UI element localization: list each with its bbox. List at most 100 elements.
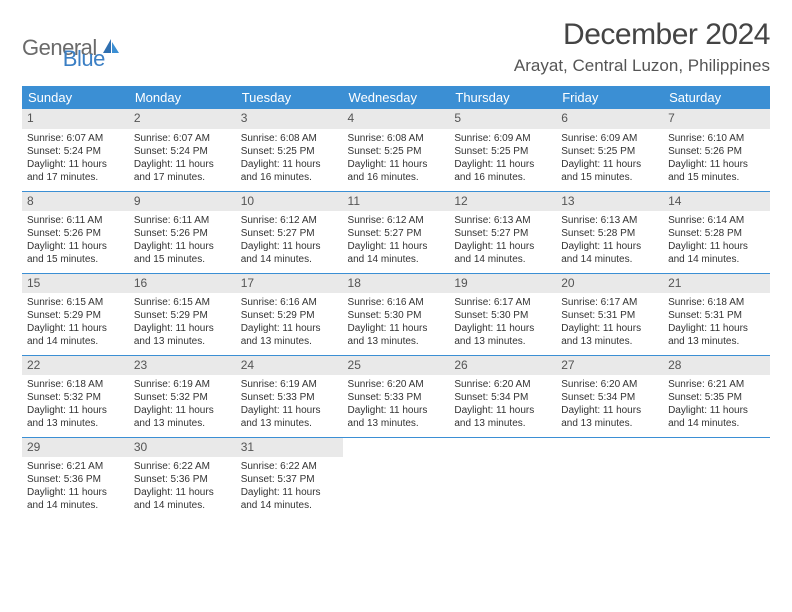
sunset-text: Sunset: 5:32 PM: [134, 391, 231, 404]
sunrise-text: Sunrise: 6:08 AM: [241, 132, 338, 145]
daylight-text: and 16 minutes.: [348, 171, 445, 184]
daylight-text: Daylight: 11 hours: [241, 240, 338, 253]
day-number: 24: [236, 356, 343, 376]
daylight-text: and 14 minutes.: [241, 253, 338, 266]
sunset-text: Sunset: 5:24 PM: [27, 145, 124, 158]
day-number: 11: [343, 192, 450, 212]
daylight-text: Daylight: 11 hours: [27, 158, 124, 171]
calendar-day-cell: [663, 437, 770, 519]
sunrise-text: Sunrise: 6:21 AM: [668, 378, 765, 391]
calendar-day-cell: 12Sunrise: 6:13 AMSunset: 5:27 PMDayligh…: [449, 191, 556, 273]
day-number: 29: [22, 438, 129, 458]
daylight-text: Daylight: 11 hours: [241, 404, 338, 417]
calendar-table: SundayMondayTuesdayWednesdayThursdayFrid…: [22, 86, 770, 519]
day-number: 27: [556, 356, 663, 376]
daylight-text: and 14 minutes.: [561, 253, 658, 266]
day-number: 31: [236, 438, 343, 458]
calendar-day-cell: 9Sunrise: 6:11 AMSunset: 5:26 PMDaylight…: [129, 191, 236, 273]
day-number: 26: [449, 356, 556, 376]
day-header: Saturday: [663, 86, 770, 109]
sunset-text: Sunset: 5:31 PM: [668, 309, 765, 322]
daylight-text: and 14 minutes.: [668, 417, 765, 430]
calendar-day-cell: 6Sunrise: 6:09 AMSunset: 5:25 PMDaylight…: [556, 109, 663, 191]
calendar-day-cell: 14Sunrise: 6:14 AMSunset: 5:28 PMDayligh…: [663, 191, 770, 273]
calendar-day-cell: 11Sunrise: 6:12 AMSunset: 5:27 PMDayligh…: [343, 191, 450, 273]
sunrise-text: Sunrise: 6:16 AM: [348, 296, 445, 309]
day-number: 4: [343, 109, 450, 129]
daylight-text: Daylight: 11 hours: [348, 322, 445, 335]
daylight-text: Daylight: 11 hours: [134, 486, 231, 499]
daylight-text: and 17 minutes.: [134, 171, 231, 184]
daylight-text: and 13 minutes.: [241, 417, 338, 430]
day-number: 16: [129, 274, 236, 294]
sunrise-text: Sunrise: 6:08 AM: [348, 132, 445, 145]
sunrise-text: Sunrise: 6:17 AM: [454, 296, 551, 309]
daylight-text: and 13 minutes.: [454, 335, 551, 348]
daylight-text: and 13 minutes.: [241, 335, 338, 348]
day-number: 1: [22, 109, 129, 129]
daylight-text: and 13 minutes.: [348, 335, 445, 348]
day-header: Monday: [129, 86, 236, 109]
day-number: 30: [129, 438, 236, 458]
daylight-text: and 14 minutes.: [668, 253, 765, 266]
sunrise-text: Sunrise: 6:15 AM: [27, 296, 124, 309]
sunset-text: Sunset: 5:30 PM: [348, 309, 445, 322]
sunrise-text: Sunrise: 6:10 AM: [668, 132, 765, 145]
sunrise-text: Sunrise: 6:12 AM: [348, 214, 445, 227]
day-header: Thursday: [449, 86, 556, 109]
day-number: 6: [556, 109, 663, 129]
sunrise-text: Sunrise: 6:07 AM: [134, 132, 231, 145]
daylight-text: Daylight: 11 hours: [134, 240, 231, 253]
daylight-text: Daylight: 11 hours: [561, 158, 658, 171]
sunrise-text: Sunrise: 6:19 AM: [134, 378, 231, 391]
sunrise-text: Sunrise: 6:09 AM: [454, 132, 551, 145]
daylight-text: and 15 minutes.: [134, 253, 231, 266]
daylight-text: Daylight: 11 hours: [134, 322, 231, 335]
day-number: 14: [663, 192, 770, 212]
sunrise-text: Sunrise: 6:18 AM: [27, 378, 124, 391]
calendar-day-cell: 1Sunrise: 6:07 AMSunset: 5:24 PMDaylight…: [22, 109, 129, 191]
daylight-text: Daylight: 11 hours: [668, 240, 765, 253]
calendar-day-cell: 17Sunrise: 6:16 AMSunset: 5:29 PMDayligh…: [236, 273, 343, 355]
daylight-text: Daylight: 11 hours: [241, 486, 338, 499]
calendar-day-cell: 28Sunrise: 6:21 AMSunset: 5:35 PMDayligh…: [663, 355, 770, 437]
day-number: 3: [236, 109, 343, 129]
sunrise-text: Sunrise: 6:15 AM: [134, 296, 231, 309]
calendar-day-cell: 27Sunrise: 6:20 AMSunset: 5:34 PMDayligh…: [556, 355, 663, 437]
daylight-text: and 14 minutes.: [454, 253, 551, 266]
day-number: 19: [449, 274, 556, 294]
calendar-day-cell: [449, 437, 556, 519]
daylight-text: Daylight: 11 hours: [27, 322, 124, 335]
daylight-text: and 14 minutes.: [241, 499, 338, 512]
calendar-week: 15Sunrise: 6:15 AMSunset: 5:29 PMDayligh…: [22, 273, 770, 355]
sunset-text: Sunset: 5:25 PM: [348, 145, 445, 158]
day-header: Wednesday: [343, 86, 450, 109]
day-number: 10: [236, 192, 343, 212]
daylight-text: and 14 minutes.: [134, 499, 231, 512]
daylight-text: Daylight: 11 hours: [454, 158, 551, 171]
calendar-day-cell: 15Sunrise: 6:15 AMSunset: 5:29 PMDayligh…: [22, 273, 129, 355]
calendar-day-cell: 29Sunrise: 6:21 AMSunset: 5:36 PMDayligh…: [22, 437, 129, 519]
daylight-text: Daylight: 11 hours: [668, 158, 765, 171]
sunset-text: Sunset: 5:36 PM: [27, 473, 124, 486]
sunset-text: Sunset: 5:26 PM: [668, 145, 765, 158]
daylight-text: Daylight: 11 hours: [348, 158, 445, 171]
day-number: 12: [449, 192, 556, 212]
location-text: Arayat, Central Luzon, Philippines: [514, 56, 770, 76]
daylight-text: Daylight: 11 hours: [561, 240, 658, 253]
calendar-day-cell: 18Sunrise: 6:16 AMSunset: 5:30 PMDayligh…: [343, 273, 450, 355]
sunset-text: Sunset: 5:31 PM: [561, 309, 658, 322]
sunset-text: Sunset: 5:25 PM: [241, 145, 338, 158]
sunset-text: Sunset: 5:26 PM: [27, 227, 124, 240]
calendar-week: 1Sunrise: 6:07 AMSunset: 5:24 PMDaylight…: [22, 109, 770, 191]
logo-text-blue: Blue: [63, 46, 105, 72]
calendar-day-cell: 7Sunrise: 6:10 AMSunset: 5:26 PMDaylight…: [663, 109, 770, 191]
day-number: 23: [129, 356, 236, 376]
sunset-text: Sunset: 5:27 PM: [454, 227, 551, 240]
daylight-text: Daylight: 11 hours: [27, 404, 124, 417]
daylight-text: and 13 minutes.: [561, 417, 658, 430]
sunrise-text: Sunrise: 6:14 AM: [668, 214, 765, 227]
calendar-day-cell: 31Sunrise: 6:22 AMSunset: 5:37 PMDayligh…: [236, 437, 343, 519]
sunset-text: Sunset: 5:32 PM: [27, 391, 124, 404]
sunset-text: Sunset: 5:27 PM: [348, 227, 445, 240]
